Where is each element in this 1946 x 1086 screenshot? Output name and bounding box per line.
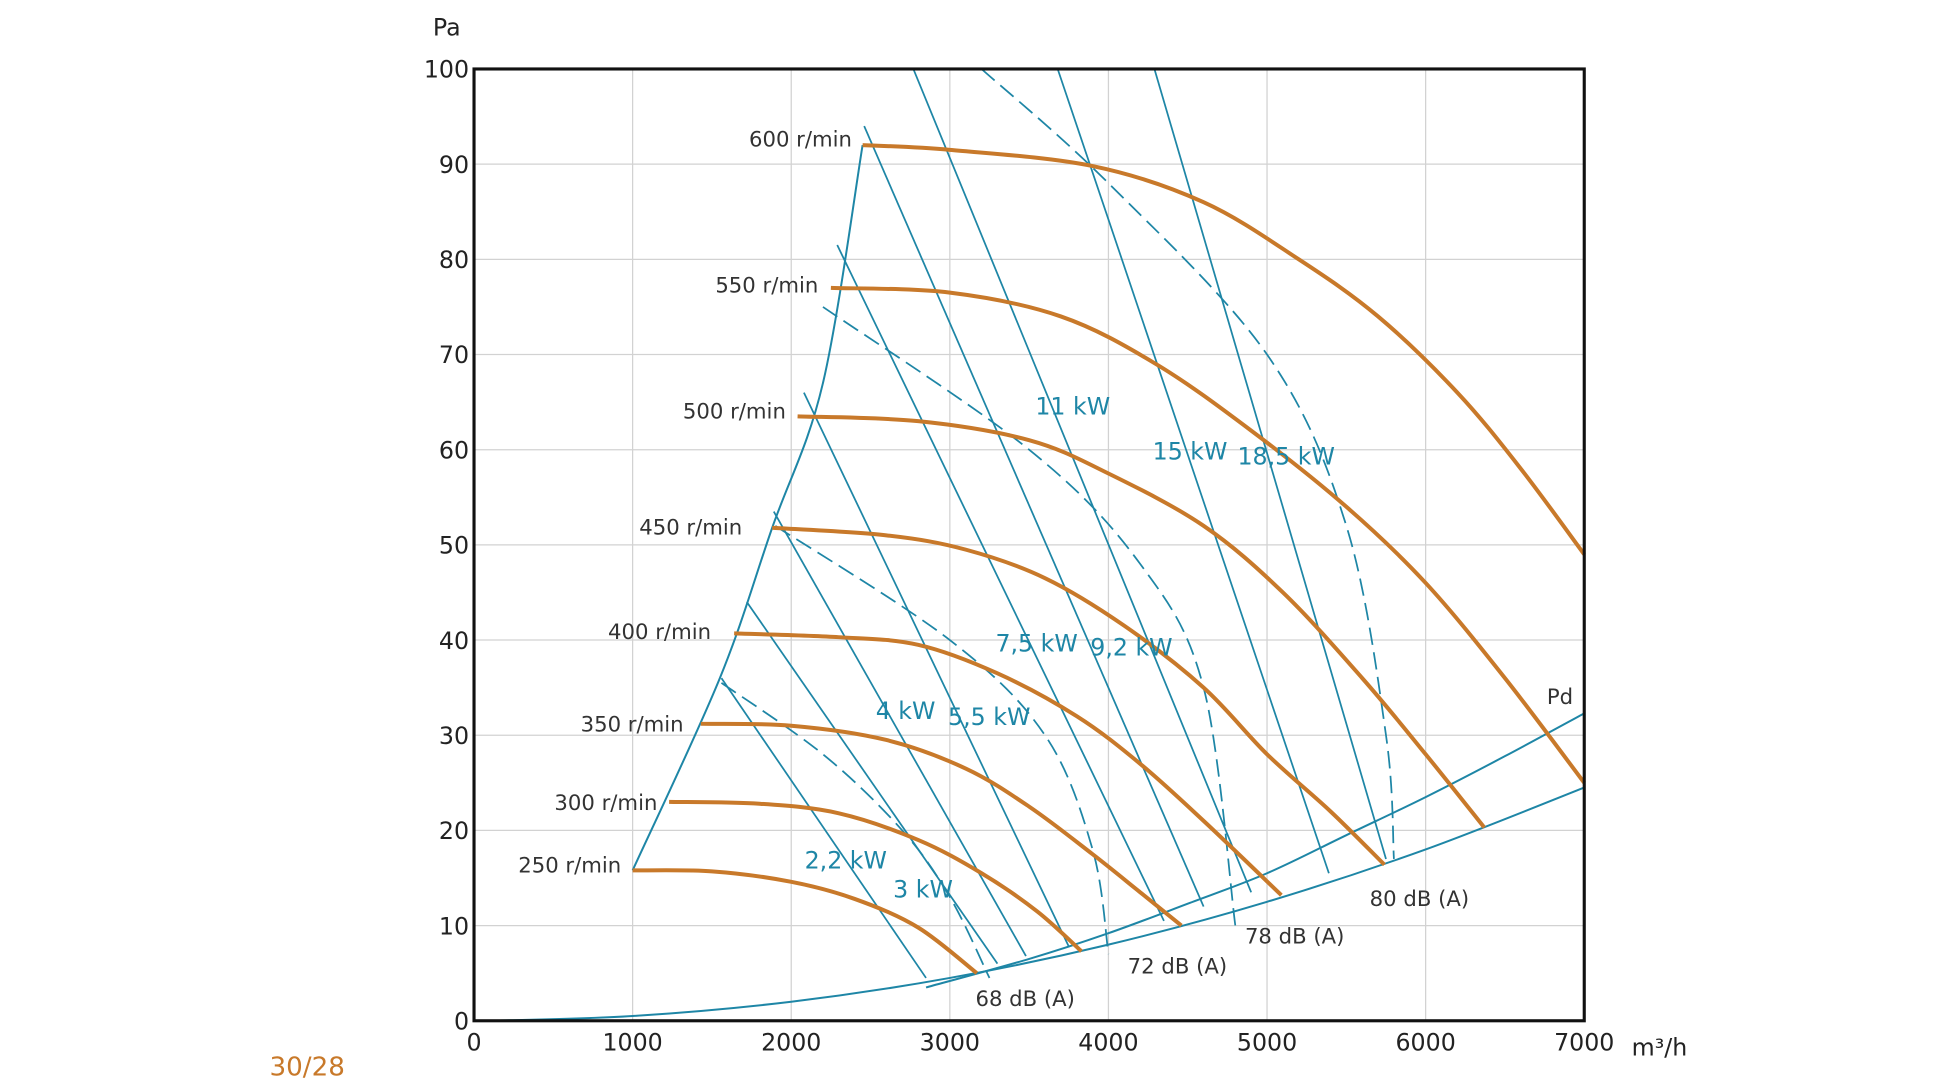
y-tick-label: 0 [454, 1008, 469, 1036]
x-tick-label: 7000 [1554, 1029, 1614, 1057]
rpm-label-350: 350 r/min [581, 711, 684, 736]
rpm-label-450: 450 r/min [639, 514, 742, 539]
y-tick-label: 60 [439, 436, 469, 464]
power-label-18-5kw: 18,5 kW [1237, 442, 1334, 470]
x-tick-label: 2000 [761, 1029, 821, 1057]
rpm-label-400: 400 r/min [608, 619, 711, 644]
y-tick-label: 90 [439, 151, 469, 179]
y-tick-label: 100 [424, 56, 469, 84]
sound-line [774, 525, 1110, 955]
power-line [803, 392, 1070, 947]
series [489, 68, 1586, 1022]
rpm-label-300: 300 r/min [554, 790, 657, 815]
power-line [863, 125, 1205, 907]
power-line [720, 677, 927, 979]
y-tick-label: 20 [439, 817, 469, 845]
power-label-15kw: 15 kW [1153, 437, 1228, 465]
fan-curve [830, 285, 1586, 785]
tick-labels: 0 1000 2000 3000 4000 5000 6000 7000 0 10 20 30 40 50… [424, 56, 1615, 1057]
power-label-11kw: 11 kW [1035, 393, 1110, 421]
fan-curve [772, 525, 1386, 867]
rpm-label-550: 550 r/min [715, 272, 818, 297]
y-axis-label: Pa [433, 13, 461, 41]
pd-line-lower [489, 786, 1585, 1022]
x-tick-label: 0 [466, 1029, 481, 1057]
sound-label-78db: 78 dB (A) [1245, 923, 1344, 948]
power-line [836, 244, 1165, 922]
power-line [1056, 68, 1330, 874]
y-tick-label: 40 [439, 627, 469, 655]
fan-curve [797, 414, 1486, 829]
y-tick-label: 10 [439, 912, 469, 940]
plot-frame [472, 67, 1586, 1023]
y-tick-label: 50 [439, 532, 469, 560]
sound-line [822, 306, 1237, 926]
fan-curve [632, 868, 979, 975]
page-label: 30/28 [269, 1053, 344, 1083]
power-line [746, 601, 999, 965]
fan-curve [700, 721, 1183, 928]
power-line [1153, 68, 1387, 860]
power-label-4kw: 4 kW [876, 697, 936, 725]
x-axis-label: m³/h [1632, 1034, 1688, 1062]
rpm-label-250: 250 r/min [518, 852, 621, 877]
x-tick-label: 3000 [920, 1029, 980, 1057]
sound-label-72db: 72 dB (A) [1128, 953, 1227, 978]
rpm-label-600: 600 r/min [749, 126, 852, 151]
power-line [912, 68, 1252, 893]
grid [474, 68, 1585, 1021]
power-label-9-2kw: 9,2 kW [1090, 633, 1172, 661]
y-tick-label: 30 [439, 722, 469, 750]
x-tick-label: 1000 [602, 1029, 662, 1057]
fan-curve [734, 631, 1283, 897]
fan-curve [862, 143, 1586, 556]
pd-line-upper [925, 712, 1585, 989]
power-label-7-5kw: 7,5 kW [995, 630, 1077, 658]
x-tick-label: 4000 [1078, 1029, 1138, 1057]
sound-line [720, 682, 991, 979]
y-tick-label: 80 [439, 246, 469, 274]
y-tick-label: 70 [439, 341, 469, 369]
fan-curve [669, 799, 1083, 953]
rpm-label-500: 500 r/min [683, 398, 786, 423]
power-label-5-5kw: 5,5 kW [948, 703, 1030, 731]
sound-line [980, 68, 1395, 860]
power-label-3kw: 3 kW [893, 875, 953, 903]
pd-label: Pd [1547, 684, 1573, 709]
x-tick-label: 6000 [1395, 1029, 1455, 1057]
sound-label-68db: 68 dB (A) [975, 986, 1074, 1011]
surge-line [631, 144, 864, 871]
power-line [773, 511, 1027, 957]
x-tick-label: 5000 [1237, 1029, 1297, 1057]
power-label-2-2kw: 2,2 kW [805, 847, 887, 875]
sound-label-80db: 80 dB (A) [1370, 886, 1469, 911]
